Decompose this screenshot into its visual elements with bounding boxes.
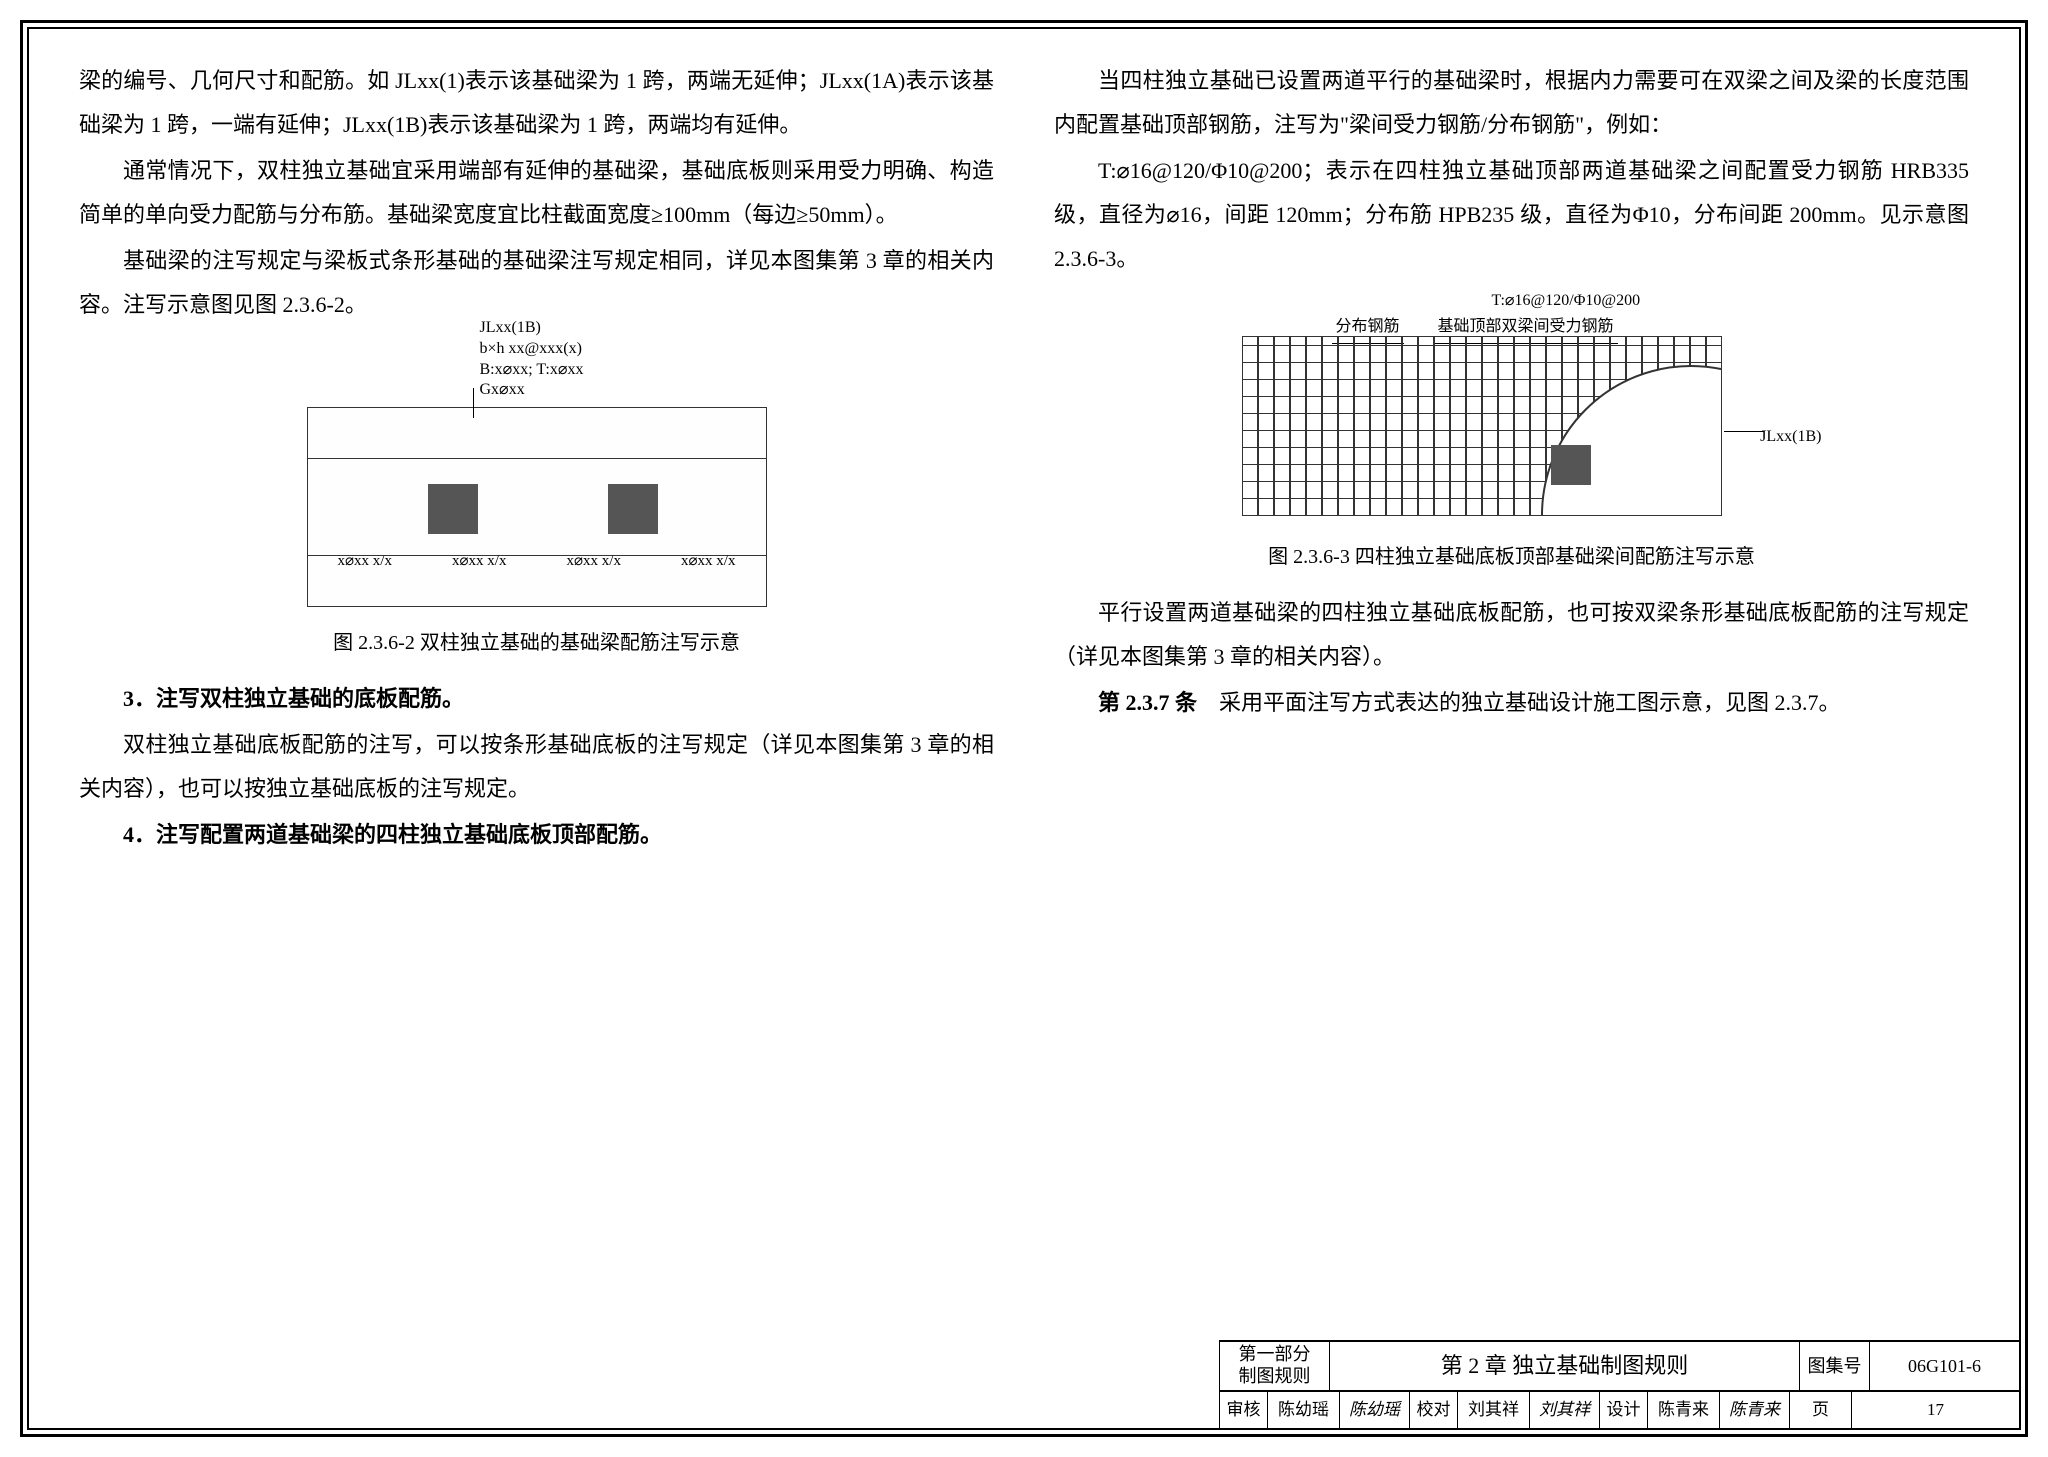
diagram-1-wrap: JLxx(1B) b×h xx@xxx(x) B:x⌀xx; T:x⌀xx Gx…: [79, 407, 994, 663]
tb-label-check: 校对: [1409, 1392, 1457, 1428]
diagram-1-label: B:x⌀xx; T:x⌀xx: [480, 360, 584, 381]
heading-4: 4．注写配置两道基础梁的四柱独立基础底板顶部配筋。: [79, 813, 994, 857]
leader-line: [1724, 431, 1764, 432]
tb-name-check: 刘其祥: [1457, 1392, 1529, 1428]
tb-sig-review: 陈幼瑶: [1339, 1392, 1409, 1428]
left-column: 梁的编号、几何尺寸和配筋。如 JLxx(1)表示该基础梁为 1 跨，两端无延伸；…: [79, 59, 994, 1418]
diagram-1-label: JLxx(1B): [480, 318, 584, 339]
paragraph: 双柱独立基础底板配筋的注写，可以按条形基础底板的注写规定（详见本图集第 3 章的…: [79, 723, 994, 811]
rebar-label: x⌀xx x/x: [681, 546, 735, 576]
diagram-1-beam: [308, 458, 766, 556]
diagram-2-right-label: JLxx(1B): [1760, 421, 1821, 453]
column-block: [428, 484, 478, 534]
paragraph: 平行设置两道基础梁的四柱独立基础底板配筋，也可按双梁条形基础底板配筋的注写规定（…: [1054, 591, 1969, 679]
paragraph: 梁的编号、几何尺寸和配筋。如 JLxx(1)表示该基础梁为 1 跨，两端无延伸；…: [79, 59, 994, 147]
rebar-label: x⌀xx x/x: [452, 546, 506, 576]
page-outer-border: 梁的编号、几何尺寸和配筋。如 JLxx(1)表示该基础梁为 1 跨，两端无延伸；…: [20, 20, 2028, 1437]
diagram-1: JLxx(1B) b×h xx@xxx(x) B:x⌀xx; T:x⌀xx Gx…: [307, 407, 767, 607]
right-column: 当四柱独立基础已设置两道平行的基础梁时，根据内力需要可在双梁之间及梁的长度范围内…: [1054, 59, 1969, 1418]
title-block-chapter: 第 2 章 独立基础制图规则: [1329, 1342, 1799, 1390]
title-block-row-2: 审核 陈幼瑶 陈幼瑶 校对 刘其祥 刘其祥 设计 陈青来 陈青来 页 17: [1219, 1390, 2019, 1428]
diagram-1-label: Gx⌀xx: [480, 380, 584, 401]
paragraph: T:⌀16@120/Φ10@200；表示在四柱独立基础顶部两道基础梁之间配置受力…: [1054, 149, 1969, 281]
diagram-2-body: [1242, 336, 1722, 516]
tb-label-review: 审核: [1219, 1392, 1267, 1428]
tb-page-label: 页: [1789, 1392, 1851, 1428]
column-block: [608, 484, 658, 534]
title-block-part-line: 制图规则: [1239, 1366, 1311, 1388]
paragraph: 当四柱独立基础已设置两道平行的基础梁时，根据内力需要可在双梁之间及梁的长度范围内…: [1054, 59, 1969, 147]
clause-number: 第 2.3.7 条: [1098, 690, 1197, 715]
diagram-2-arc: [1541, 365, 1722, 516]
rebar-label: x⌀xx x/x: [567, 546, 621, 576]
tb-label-design: 设计: [1599, 1392, 1647, 1428]
tb-page-number: 17: [1851, 1392, 2019, 1428]
rebar-label: x⌀xx x/x: [338, 546, 392, 576]
diagram-2: T:⌀16@120/Φ10@200 分布钢筋 基础顶部双梁间受力钢筋 JLxx(…: [1232, 291, 1792, 521]
clause-text: 采用平面注写方式表达的独立基础设计施工图示意，见图 2.3.7。: [1197, 690, 1841, 715]
diagram-1-bottom-labels: x⌀xx x/x x⌀xx x/x x⌀xx x/x x⌀xx x/x: [308, 546, 766, 576]
tb-sig-design: 陈青来: [1719, 1392, 1789, 1428]
diagram-1-caption: 图 2.3.6-2 双柱独立基础的基础梁配筋注写示意: [79, 623, 994, 663]
diagram-1-label: b×h xx@xxx(x): [480, 339, 584, 360]
title-block: 第一部分 制图规则 第 2 章 独立基础制图规则 图集号 06G101-6 审核…: [1219, 1340, 2019, 1428]
tb-sig-check: 刘其祥: [1529, 1392, 1599, 1428]
tb-name-review: 陈幼瑶: [1267, 1392, 1339, 1428]
column-block: [1551, 445, 1591, 485]
diagram-1-annotation: JLxx(1B) b×h xx@xxx(x) B:x⌀xx; T:x⌀xx Gx…: [478, 318, 584, 401]
title-block-atlas-label: 图集号: [1799, 1342, 1869, 1390]
title-block-part-line: 第一部分: [1239, 1344, 1311, 1366]
heading-3: 3．注写双柱独立基础的底板配筋。: [79, 677, 994, 721]
paragraph: 通常情况下，双柱独立基础宜采用端部有延伸的基础梁，基础底板则采用受力明确、构造简…: [79, 149, 994, 237]
title-block-atlas-no: 06G101-6: [1869, 1342, 2019, 1390]
title-block-part: 第一部分 制图规则: [1219, 1342, 1329, 1390]
page-inner-border: 梁的编号、几何尺寸和配筋。如 JLxx(1)表示该基础梁为 1 跨，两端无延伸；…: [27, 27, 2021, 1430]
diagram-2-caption: 图 2.3.6-3 四柱独立基础底板顶部基础梁间配筋注写示意: [1054, 537, 1969, 577]
paragraph: 第 2.3.7 条 采用平面注写方式表达的独立基础设计施工图示意，见图 2.3.…: [1054, 681, 1969, 725]
tb-name-design: 陈青来: [1647, 1392, 1719, 1428]
title-block-row-1: 第一部分 制图规则 第 2 章 独立基础制图规则 图集号 06G101-6: [1219, 1340, 2019, 1390]
leader-line: [473, 388, 474, 418]
paragraph: 基础梁的注写规定与梁板式条形基础的基础梁注写规定相同，详见本图集第 3 章的相关…: [79, 239, 994, 327]
